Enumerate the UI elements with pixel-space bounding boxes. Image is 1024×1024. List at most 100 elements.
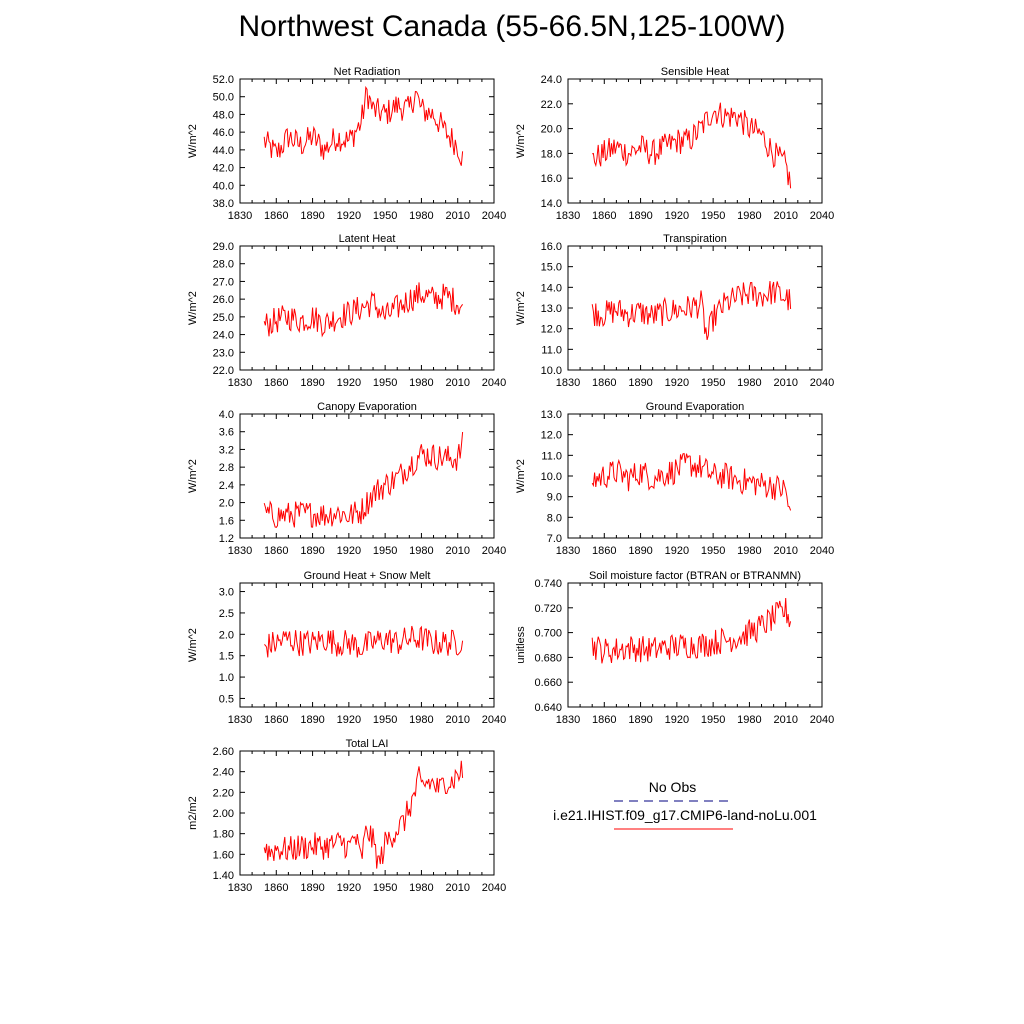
chart-panel-7: 1830 1860 1890 1920 1950 1980 2010 2040 0.5 1.0 1.… (187, 570, 506, 726)
legend (614, 800, 733, 830)
x-tick-label: 1860 (592, 377, 616, 389)
x-tick-label: 1860 (264, 210, 288, 222)
x-tick-label: 2040 (810, 714, 834, 726)
x-tick-label: 1950 (373, 882, 397, 894)
panel-title: Transpiration (663, 233, 727, 245)
y-tick-label: 0.680 (534, 652, 562, 664)
series-line (263, 625, 464, 658)
x-tick-label: 1920 (337, 377, 361, 389)
x-tick-label: 2010 (445, 882, 469, 894)
plot-frame (567, 582, 823, 708)
chart-panel-6: 1830 1860 1890 1920 1950 1980 2010 2040 7.0 8.0 9.… (515, 401, 834, 557)
x-tick-label: 1950 (701, 210, 725, 222)
y-tick-label: 14.0 (541, 198, 562, 210)
y-tick-label: 0.640 (534, 702, 562, 714)
y-tick-label: 13.0 (541, 303, 562, 315)
y-tick-label: 11.0 (541, 450, 562, 462)
x-tick-label: 2010 (773, 377, 797, 389)
x-tick-label: 1950 (373, 377, 397, 389)
y-tick-label: 9.0 (547, 492, 562, 504)
x-tick-label: 1830 (556, 545, 580, 557)
y-tick-label: 27.0 (213, 276, 234, 288)
x-tick-label: 1890 (300, 377, 324, 389)
x-tick-label: 1950 (701, 545, 725, 557)
y-axis-label: W/m^2 (187, 459, 199, 493)
y-axis-label: W/m^2 (187, 628, 199, 662)
x-tick-label: 1830 (228, 210, 252, 222)
y-tick-label: 2.8 (219, 462, 234, 474)
y-tick-label: 25.0 (213, 312, 234, 324)
y-tick-label: 2.0 (219, 498, 234, 510)
y-tick-label: 2.20 (213, 787, 234, 799)
y-tick-label: 2.4 (219, 480, 234, 492)
y-tick-label: 46.0 (213, 127, 234, 139)
y-tick-label: 8.0 (547, 512, 562, 524)
y-tick-label: 2.0 (219, 629, 234, 641)
y-tick-label: 0.700 (534, 628, 562, 640)
x-tick-label: 2040 (810, 210, 834, 222)
x-tick-label: 2010 (773, 714, 797, 726)
chart-panel-5: 1830 1860 1890 1920 1950 1980 2010 2040 1.2 1.6 2.… (187, 401, 506, 557)
x-tick-label: 1980 (409, 377, 433, 389)
y-axis-label: W/m^2 (515, 124, 527, 158)
y-axis-label: m2/m2 (187, 796, 199, 830)
y-tick-label: 20.0 (541, 124, 562, 136)
x-tick-label: 1830 (228, 545, 252, 557)
panel-title: Total LAI (346, 738, 389, 750)
x-tick-label: 1920 (665, 545, 689, 557)
y-tick-label: 22.0 (541, 99, 562, 111)
x-tick-label: 2010 (445, 210, 469, 222)
x-tick-label: 1830 (228, 714, 252, 726)
x-tick-label: 1830 (556, 210, 580, 222)
y-tick-label: 42.0 (213, 163, 234, 175)
x-tick-label: 1890 (628, 545, 652, 557)
y-tick-label: 16.0 (541, 241, 562, 253)
plot-frame (239, 78, 495, 204)
y-axis-label: W/m^2 (187, 124, 199, 158)
x-tick-label: 1890 (628, 714, 652, 726)
y-tick-label: 28.0 (213, 259, 234, 271)
series-line (591, 597, 792, 664)
x-tick-label: 1980 (409, 210, 433, 222)
x-tick-label: 2040 (482, 210, 506, 222)
x-tick-label: 1980 (409, 714, 433, 726)
y-axis-label: unitless (515, 626, 527, 664)
plot-frame (239, 413, 495, 539)
y-tick-label: 1.40 (213, 870, 234, 882)
x-tick-label: 2040 (482, 377, 506, 389)
y-tick-label: 29.0 (213, 241, 234, 253)
y-tick-label: 38.0 (213, 198, 234, 210)
x-tick-label: 2010 (445, 545, 469, 557)
y-tick-label: 2.5 (219, 608, 234, 620)
x-tick-label: 1860 (592, 545, 616, 557)
x-tick-label: 1860 (264, 882, 288, 894)
x-tick-label: 1890 (300, 210, 324, 222)
x-tick-label: 2010 (773, 545, 797, 557)
plot-frame (239, 245, 495, 371)
y-tick-label: 24.0 (541, 74, 562, 86)
x-tick-label: 2040 (810, 377, 834, 389)
x-tick-label: 2010 (445, 377, 469, 389)
panel-title: Ground Evaporation (646, 401, 744, 413)
x-tick-label: 1920 (665, 377, 689, 389)
y-tick-label: 13.0 (541, 409, 562, 421)
y-tick-label: 10.0 (541, 471, 562, 483)
x-tick-label: 1920 (665, 714, 689, 726)
x-tick-label: 1920 (337, 882, 361, 894)
x-tick-label: 2040 (482, 882, 506, 894)
x-tick-label: 1830 (556, 377, 580, 389)
panel-title: Ground Heat + Snow Melt (304, 570, 431, 582)
y-tick-label: 12.0 (541, 430, 562, 442)
x-tick-label: 2040 (810, 545, 834, 557)
series-line (591, 452, 792, 511)
panel-title: Latent Heat (339, 233, 396, 245)
y-tick-label: 7.0 (547, 533, 562, 545)
x-tick-label: 1950 (373, 714, 397, 726)
chart-panel-3: 1830 1860 1890 1920 1950 1980 2010 2040 22.0 23.0… (187, 233, 506, 389)
y-tick-label: 4.0 (219, 409, 234, 421)
y-tick-label: 1.60 (213, 849, 234, 861)
legend-model-label: i.e21.IHIST.f09_g17.CMIP6-land-noLu.001 (553, 807, 817, 823)
y-tick-label: 2.40 (213, 767, 234, 779)
y-tick-label: 44.0 (213, 145, 234, 157)
series-line (263, 760, 464, 869)
